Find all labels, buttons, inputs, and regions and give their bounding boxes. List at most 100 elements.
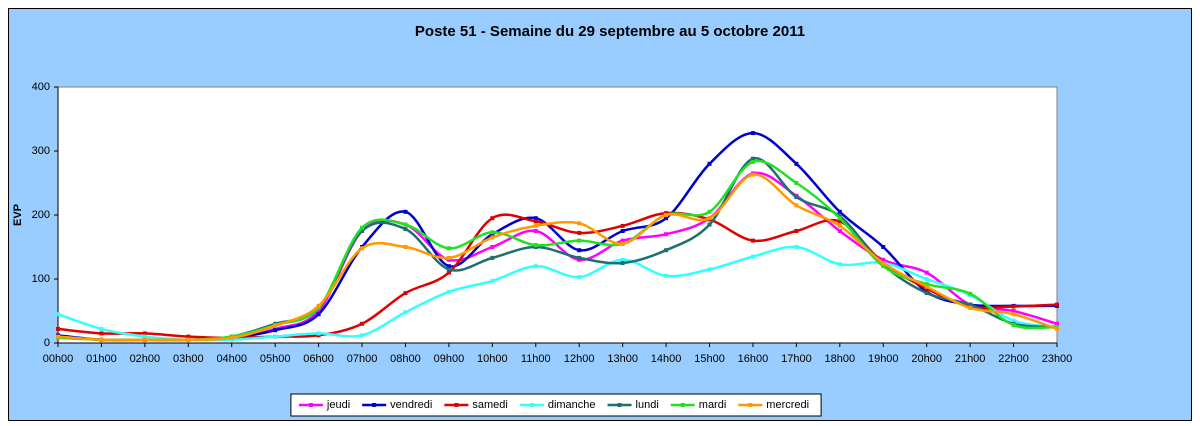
point-marker [837, 229, 842, 233]
point-marker [273, 323, 278, 328]
point-marker [707, 209, 712, 214]
point-marker [446, 255, 451, 260]
point-marker [490, 245, 495, 249]
point-marker [56, 312, 60, 317]
chart-title: Poste 51 - Semaine du 29 septembre au 5 … [415, 23, 805, 40]
x-tick-label: 04h00 [216, 353, 247, 365]
point-marker [1011, 323, 1016, 328]
point-marker [837, 216, 842, 221]
point-marker [881, 257, 886, 262]
x-tick-label: 21h00 [955, 353, 986, 365]
point-marker [1011, 318, 1016, 323]
legend-marker [529, 403, 534, 407]
y-tick-label: 300 [32, 145, 50, 157]
point-marker [273, 334, 278, 339]
point-marker [490, 235, 495, 240]
point-marker [750, 254, 755, 259]
x-tick-label: 01h00 [86, 353, 117, 365]
point-marker [533, 219, 538, 224]
point-marker [142, 334, 147, 339]
y-tick-label: 400 [32, 81, 50, 93]
point-marker [403, 227, 408, 232]
point-marker [924, 282, 929, 287]
point-marker [881, 245, 886, 249]
point-marker [924, 291, 929, 296]
x-tick-label: 20h00 [911, 353, 942, 365]
point-marker [968, 305, 973, 310]
point-marker [577, 275, 582, 280]
point-marker [56, 326, 60, 331]
x-tick-label: 16h00 [738, 353, 769, 365]
x-tick-label: 17h00 [781, 353, 812, 365]
point-marker [316, 309, 321, 313]
point-marker [577, 255, 582, 260]
point-marker [577, 238, 582, 243]
legend-marker [748, 403, 753, 407]
legend-label: mardi [699, 399, 727, 411]
point-marker [446, 289, 451, 294]
point-marker [229, 335, 234, 340]
point-marker [620, 229, 625, 233]
point-marker [577, 248, 582, 253]
point-marker [446, 267, 451, 272]
point-marker [968, 302, 973, 307]
legend-marker [617, 403, 622, 407]
point-marker [360, 229, 365, 233]
point-marker [316, 331, 321, 336]
point-marker [142, 337, 147, 342]
point-marker [446, 270, 451, 275]
x-tick-label: 15h00 [694, 353, 725, 365]
x-tick-label: 10h00 [477, 353, 508, 365]
point-marker [273, 328, 278, 333]
x-tick-label: 03h00 [173, 353, 204, 365]
point-marker [620, 241, 625, 246]
point-marker [533, 243, 538, 248]
point-marker [750, 238, 755, 243]
point-marker [99, 337, 104, 342]
point-marker [750, 159, 755, 164]
x-tick-label: 05h00 [260, 353, 291, 365]
point-marker [924, 277, 929, 281]
point-marker [794, 245, 799, 249]
x-tick-label: 11h00 [521, 353, 551, 365]
point-marker [1011, 304, 1016, 309]
x-tick-label: 18h00 [825, 353, 856, 365]
point-marker [707, 222, 712, 227]
point-marker [490, 255, 495, 260]
point-marker [837, 209, 842, 214]
series-line [57, 245, 1058, 342]
legend-label: lundi [636, 399, 659, 411]
x-tick-label: 07h00 [347, 353, 378, 365]
point-marker [316, 312, 321, 317]
point-marker [316, 303, 321, 308]
x-tick-label: 12h00 [564, 353, 595, 365]
point-marker [924, 270, 929, 275]
point-marker [1055, 321, 1059, 326]
point-marker [750, 131, 755, 136]
point-marker [707, 267, 712, 272]
point-marker [664, 216, 669, 221]
point-marker [533, 264, 538, 269]
y-tick-label: 0 [44, 337, 50, 349]
point-marker [446, 246, 451, 251]
point-marker [664, 213, 669, 217]
point-marker [533, 216, 538, 221]
point-marker [881, 261, 886, 265]
point-marker [924, 284, 929, 289]
point-marker [664, 232, 669, 237]
x-tick-label: 13h00 [607, 353, 638, 365]
y-tick-label: 200 [32, 209, 50, 221]
point-marker [794, 229, 799, 233]
legend-marker [308, 403, 313, 407]
point-marker [707, 161, 712, 166]
x-tick-label: 09h00 [434, 353, 465, 365]
y-axis-label: EVP [12, 204, 24, 226]
legend-label: dimanche [548, 399, 596, 411]
point-marker [186, 334, 191, 339]
legend-label: mercredi [766, 399, 809, 411]
point-marker [837, 262, 842, 267]
point-marker [360, 246, 365, 251]
point-marker [490, 278, 495, 283]
point-marker [490, 230, 495, 235]
